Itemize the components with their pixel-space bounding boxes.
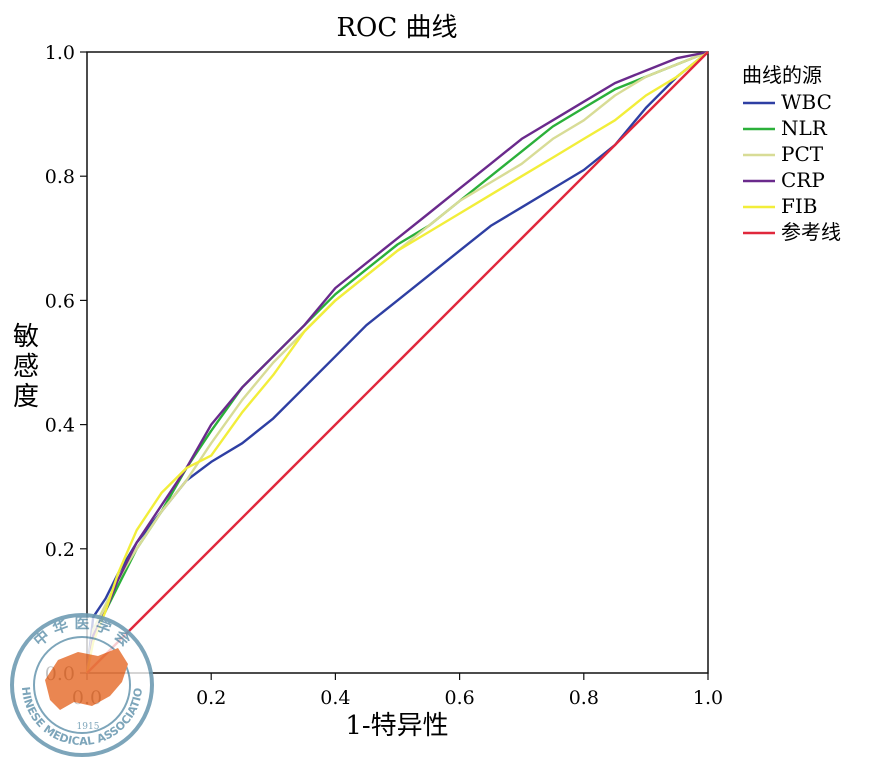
legend-label: WBC <box>781 90 832 114</box>
y-tick-label: 0.8 <box>45 166 75 188</box>
plot-frame <box>86 51 709 674</box>
legend-label: 参考线 <box>781 220 841 244</box>
y-tick-label: 0.2 <box>45 539 75 561</box>
x-axis-title: 1-特异性 <box>345 711 448 741</box>
chart-title: ROC 曲线 <box>336 13 457 43</box>
y-tick-label: 0.6 <box>45 290 75 312</box>
x-tick-label: 1.0 <box>693 687 723 709</box>
y-axis-title-char: 度 <box>13 382 39 412</box>
legend-label: FIB <box>781 194 817 218</box>
y-tick-label: 1.0 <box>45 42 75 64</box>
x-tick-label: 0.6 <box>444 687 474 709</box>
y-axis-title: 敏感度 <box>13 322 39 412</box>
y-axis-title-char: 敏 <box>13 322 39 352</box>
legend-label: CRP <box>781 168 825 192</box>
seal-map-shape <box>45 648 128 710</box>
series-line-5 <box>85 51 709 674</box>
series-line-4 <box>85 50 709 674</box>
x-tick-label: 0.4 <box>320 687 350 709</box>
series-line-6 <box>86 51 709 674</box>
legend-label: NLR <box>781 116 828 140</box>
axes: 0.00.20.40.60.81.00.00.20.40.60.81.0 <box>45 42 723 709</box>
x-tick-label: 0.2 <box>196 687 226 709</box>
legend-label: PCT <box>781 142 824 166</box>
series-lines <box>85 50 709 674</box>
y-axis-title-char: 感 <box>13 352 39 382</box>
seal-inner-ring <box>33 636 131 734</box>
y-tick-label: 0.4 <box>45 415 75 437</box>
x-tick-label: 0.8 <box>569 687 599 709</box>
seal-year: 1915 <box>77 722 100 732</box>
legend-title: 曲线的源 <box>742 63 822 87</box>
